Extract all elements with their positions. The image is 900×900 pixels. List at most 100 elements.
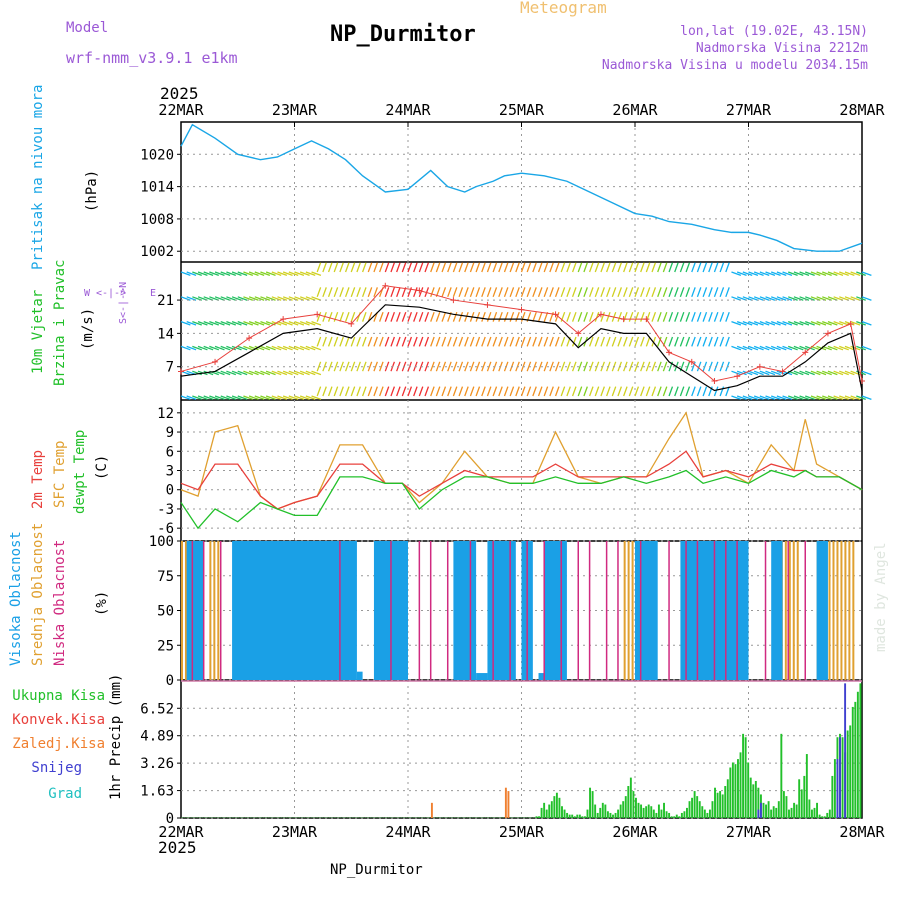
wind-barb bbox=[793, 345, 804, 351]
wind-barb bbox=[765, 370, 776, 376]
mid-cloud-bar bbox=[209, 541, 212, 680]
rain-bar bbox=[793, 802, 796, 818]
wind-barb bbox=[748, 296, 759, 301]
wind-barb bbox=[588, 262, 594, 273]
wind-barb bbox=[384, 386, 390, 397]
wind-barb bbox=[606, 311, 611, 322]
wind-barb bbox=[498, 386, 503, 397]
mid-cloud-bar bbox=[844, 541, 847, 680]
wind-barb bbox=[186, 395, 197, 401]
wind-barb bbox=[243, 296, 254, 301]
mid-cloud-bar bbox=[184, 541, 187, 680]
wind-barb bbox=[725, 287, 730, 298]
wind-barb bbox=[452, 262, 458, 273]
wind-barb bbox=[668, 262, 674, 273]
wind-barb bbox=[520, 386, 526, 397]
mid-cloud-bar bbox=[796, 541, 799, 680]
wind-barb bbox=[537, 336, 543, 347]
wind-barb bbox=[492, 287, 498, 298]
wind-gust-line bbox=[180, 285, 863, 382]
wind-barb bbox=[486, 361, 492, 372]
wind-barb bbox=[469, 386, 475, 397]
wind-barb bbox=[588, 361, 594, 372]
wind-barb bbox=[827, 395, 838, 401]
wind-barb bbox=[361, 262, 367, 273]
wind-barb bbox=[486, 386, 492, 397]
wind-barb bbox=[691, 386, 696, 397]
snow-bar bbox=[836, 759, 839, 818]
wind-barb bbox=[623, 336, 628, 347]
wind-barb bbox=[816, 370, 827, 376]
mid-cloud-bar bbox=[217, 541, 220, 680]
wind-barb bbox=[339, 386, 344, 397]
y-tick-label: 1020 bbox=[140, 147, 174, 163]
rain-bar bbox=[553, 796, 556, 818]
wind-barb bbox=[833, 395, 844, 401]
wind-barb bbox=[430, 361, 435, 372]
rain-bar bbox=[719, 791, 722, 818]
rain-bar bbox=[795, 804, 798, 818]
wind-barb bbox=[770, 296, 781, 301]
mid-cloud-bar bbox=[181, 541, 183, 680]
wind-barb bbox=[333, 262, 339, 273]
wind-barb bbox=[509, 336, 515, 347]
wind-barb bbox=[549, 287, 554, 298]
x-tick-label-bottom: 22MAR bbox=[158, 823, 204, 841]
wind-barb bbox=[498, 287, 503, 298]
rain-bar bbox=[708, 809, 711, 818]
y-tick-label: 75 bbox=[157, 569, 174, 585]
wind-barb bbox=[407, 386, 413, 397]
rain-bar bbox=[558, 797, 561, 818]
wind-barb bbox=[186, 345, 197, 351]
wind-barb bbox=[277, 395, 288, 401]
wind-barb bbox=[260, 370, 271, 376]
wind-barb bbox=[526, 386, 532, 397]
conv-rain-bar bbox=[504, 787, 507, 818]
rain-bar bbox=[744, 737, 747, 818]
wind-barb bbox=[736, 320, 747, 326]
wind-barb bbox=[577, 361, 583, 372]
wind-barb bbox=[203, 345, 214, 351]
wind-barb bbox=[640, 386, 645, 397]
wind-barb bbox=[509, 386, 515, 397]
wind-barb bbox=[390, 287, 396, 298]
wind-barb bbox=[350, 262, 356, 273]
high-cloud-bar bbox=[186, 541, 204, 680]
wind-barb bbox=[498, 336, 503, 347]
wind-barb bbox=[617, 336, 623, 347]
y-tick-label: 0 bbox=[166, 483, 174, 499]
wind-key-e: E bbox=[150, 288, 157, 299]
wind-barb bbox=[657, 336, 662, 347]
wind-barb bbox=[543, 386, 549, 397]
wind-barb bbox=[725, 311, 730, 322]
wind-barb bbox=[226, 345, 237, 351]
wind-barb bbox=[464, 311, 469, 322]
wind-barb bbox=[237, 296, 248, 301]
wind-barb bbox=[645, 287, 651, 298]
wind-barb bbox=[344, 336, 350, 347]
legend-snow: Snijeg bbox=[31, 760, 82, 776]
wind-barb bbox=[520, 262, 526, 273]
wind-barb bbox=[691, 262, 696, 273]
wind-barb bbox=[742, 271, 753, 277]
wind-barb bbox=[657, 262, 662, 273]
year-label-top: 2025 bbox=[160, 84, 199, 103]
rain-bar bbox=[739, 752, 742, 818]
wind-barb bbox=[401, 336, 407, 347]
wind-barb bbox=[554, 262, 560, 273]
wind-barb bbox=[379, 336, 384, 347]
wind-barb bbox=[793, 296, 804, 301]
wind-barb bbox=[260, 271, 271, 277]
wind-barb bbox=[475, 361, 481, 372]
wind-barb bbox=[430, 262, 435, 273]
wind-barb bbox=[509, 311, 515, 322]
wind-barb bbox=[731, 345, 742, 351]
wind-barb bbox=[532, 262, 537, 273]
wind-barb bbox=[492, 386, 498, 397]
x-tick-label-top: 28MAR bbox=[839, 101, 885, 119]
wind-barb bbox=[606, 336, 611, 347]
wind-gust-marker bbox=[552, 311, 559, 318]
wind-barb bbox=[731, 271, 742, 277]
wind-barb bbox=[571, 361, 577, 372]
